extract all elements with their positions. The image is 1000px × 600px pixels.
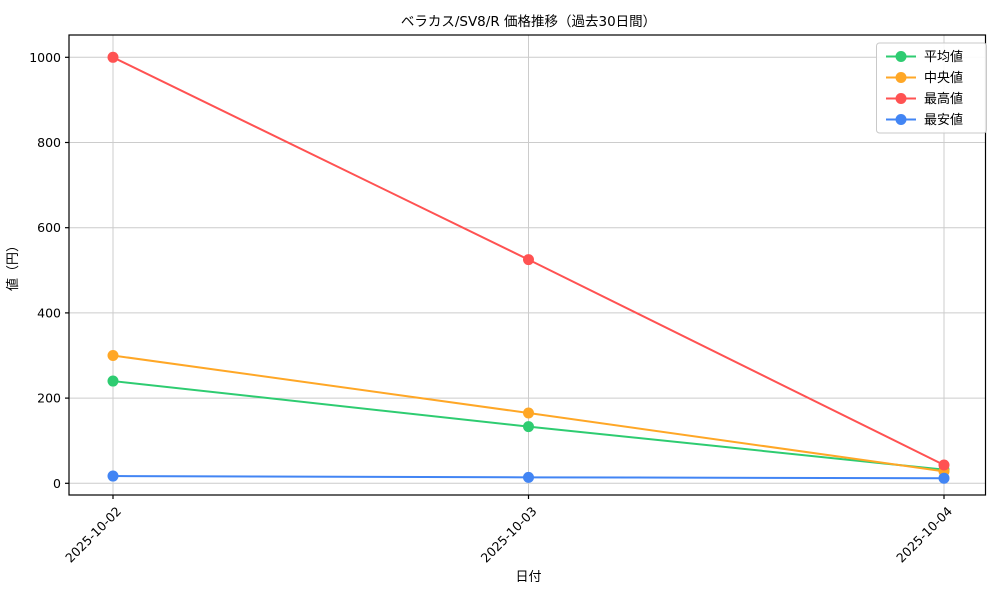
x-tick-label: 2025-10-04 [893, 503, 955, 565]
data-point-marker [523, 254, 534, 266]
legend-box [876, 42, 987, 134]
data-point-marker [523, 421, 534, 433]
plot-frame [68, 34, 987, 496]
x-axis-title: 日付 [515, 570, 541, 585]
data-point-marker [107, 470, 119, 482]
legend-item-label: 中央値 [924, 70, 963, 86]
series-最高値 [107, 51, 950, 471]
y-tick-label: 1000 [29, 50, 61, 65]
legend-item-label: 最安値 [924, 112, 963, 128]
y-tick-label: 200 [37, 391, 61, 406]
chart-title: ベラカス/SV8/R 価格推移（過去30日間） [401, 14, 656, 30]
legend-item-label: 最高値 [924, 91, 963, 107]
y-tick-label: 800 [37, 135, 61, 150]
grid-lines [69, 35, 986, 495]
x-tick-label: 2025-10-02 [62, 504, 124, 566]
series-最安値 [107, 470, 950, 484]
y-axis-title: 値（円） [5, 239, 21, 291]
data-point-marker [523, 471, 534, 483]
data-point-marker [938, 472, 950, 484]
axis-ticks: 0 200 400 600 800 1000 2025-10-02 2025-10-03 202… [29, 50, 955, 566]
x-tick-label: 2025-10-03 [478, 504, 540, 566]
data-point-marker [107, 350, 119, 361]
data-series [107, 51, 950, 484]
data-point-marker [938, 459, 950, 471]
y-tick-label: 600 [37, 220, 61, 235]
legend-item-label: 平均値 [924, 49, 963, 65]
y-tick-label: 0 [53, 476, 61, 491]
legend-marker [895, 93, 907, 104]
y-tick-label: 400 [37, 305, 61, 320]
legend-marker [895, 72, 907, 83]
legend-marker [895, 114, 907, 125]
plot-border [68, 34, 987, 496]
data-point-marker [107, 375, 119, 387]
data-point-marker [523, 407, 534, 419]
data-point-marker [107, 51, 119, 63]
legend-marker [895, 51, 907, 62]
